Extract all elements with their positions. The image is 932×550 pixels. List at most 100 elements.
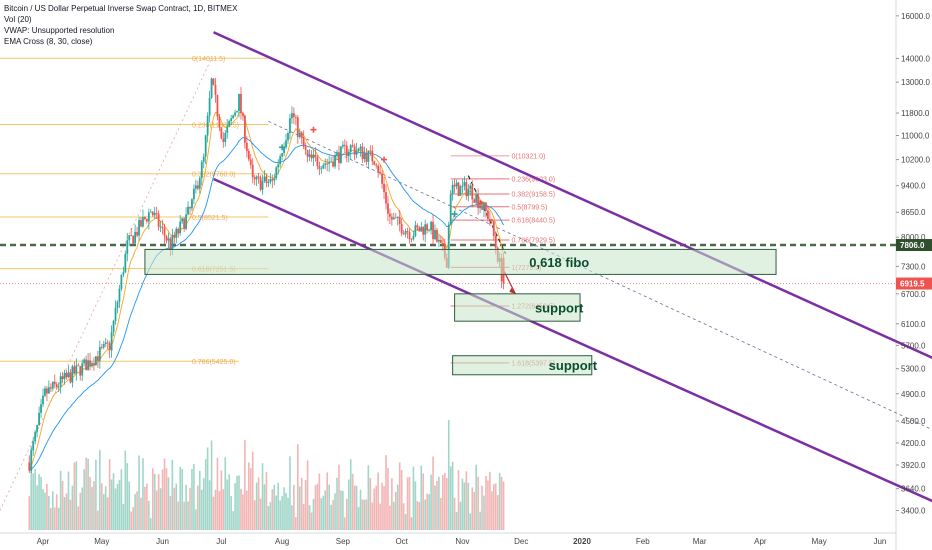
candle-body — [110, 332, 113, 351]
volume-bar — [440, 497, 442, 530]
volume-bar — [353, 485, 356, 530]
candle-body — [328, 162, 331, 164]
volume-bar — [308, 505, 311, 530]
volume-bar — [251, 451, 254, 530]
volume-bar — [263, 484, 266, 530]
y-tick-label: 5700.0 — [901, 341, 926, 350]
candle-body — [338, 152, 340, 163]
candle-body — [57, 386, 60, 388]
volume-bar — [226, 479, 229, 530]
volume-bar — [69, 499, 72, 530]
volume-bar — [85, 457, 87, 530]
candle-body — [200, 161, 203, 179]
candle-body — [281, 153, 284, 157]
y-tick-label: 11800.0 — [901, 109, 930, 118]
volume-bar — [424, 499, 426, 530]
volume-bar — [130, 511, 132, 530]
candle-body — [314, 154, 317, 157]
candle-body — [394, 217, 397, 219]
volume-bar — [275, 495, 278, 530]
volume-bar — [197, 485, 199, 530]
candle-body — [255, 176, 258, 180]
x-tick-label: Apr — [37, 537, 50, 546]
x-tick-label: May — [812, 537, 827, 546]
candle-body — [349, 145, 352, 153]
volume-bar — [238, 475, 240, 530]
candle-body — [396, 216, 399, 218]
candle-body — [345, 145, 348, 157]
volume-bar — [361, 499, 364, 530]
volume-bar — [293, 484, 295, 530]
volume-bar — [447, 420, 450, 530]
volume-bar — [242, 494, 244, 530]
volume-bar — [346, 498, 348, 530]
volume-bar — [120, 469, 123, 530]
candle-body — [40, 404, 42, 413]
candle-body — [367, 150, 370, 162]
y-tick-label: 3640.0 — [901, 485, 926, 494]
y-tick-label: 7300.0 — [901, 262, 926, 271]
candle-body — [116, 301, 119, 308]
candle-body — [343, 144, 346, 146]
candle-body — [44, 388, 46, 396]
candle-body — [245, 142, 248, 151]
candle-body — [191, 199, 193, 209]
candle-body — [492, 221, 495, 236]
candle-body — [461, 186, 464, 187]
fib-left-label: 0.5(8521.5) — [192, 215, 228, 222]
candle-body — [175, 228, 178, 238]
volume-bar — [151, 468, 154, 530]
candle-body — [420, 226, 423, 232]
candle-body — [102, 344, 105, 348]
candle-body — [485, 202, 487, 211]
candle-body — [449, 194, 452, 225]
volume-bar — [126, 463, 129, 530]
candle-body — [294, 116, 297, 118]
candle-body — [75, 365, 78, 374]
volume-bar — [95, 459, 97, 530]
volume-bar — [453, 497, 456, 530]
volume-bar — [330, 504, 332, 530]
volume-bar — [347, 479, 350, 530]
volume-bar — [244, 440, 246, 530]
candle-body — [134, 231, 137, 244]
candle-body — [292, 113, 295, 117]
volume-bar — [249, 468, 252, 530]
volume-bar — [283, 487, 285, 530]
volume-bar — [416, 501, 419, 530]
volume-bar — [300, 477, 303, 530]
candle-body — [428, 230, 431, 232]
candle-body — [220, 127, 223, 139]
candle-body — [112, 320, 115, 333]
candle-body — [400, 224, 403, 234]
volume-bar — [206, 447, 209, 530]
candle-body — [398, 216, 401, 225]
volume-bar — [451, 461, 454, 530]
candle-body — [216, 94, 219, 117]
candle-body — [261, 181, 264, 190]
candle-body — [67, 372, 70, 378]
volume-bar — [101, 483, 103, 530]
price-tag-label: 7806.0 — [900, 241, 925, 250]
volume-bar — [214, 489, 217, 530]
volume-bar — [116, 484, 119, 530]
candle-body — [414, 225, 417, 236]
candle-body — [410, 239, 413, 240]
x-tick-label: Jun — [156, 537, 169, 546]
volume-bar — [132, 507, 134, 530]
volume-bar — [91, 487, 93, 530]
candle-body — [334, 154, 336, 167]
candle-body — [326, 163, 329, 165]
volume-bar — [220, 470, 223, 530]
volume-bar — [193, 463, 195, 530]
volume-bar — [297, 444, 299, 530]
candle-body — [457, 182, 460, 196]
candle-body — [63, 372, 66, 380]
candle-body — [243, 115, 246, 143]
volume-bar — [189, 487, 191, 530]
candle-body — [202, 156, 205, 162]
volume-bar — [355, 485, 358, 530]
signal-marker — [451, 211, 458, 218]
volume-bar — [118, 480, 121, 530]
